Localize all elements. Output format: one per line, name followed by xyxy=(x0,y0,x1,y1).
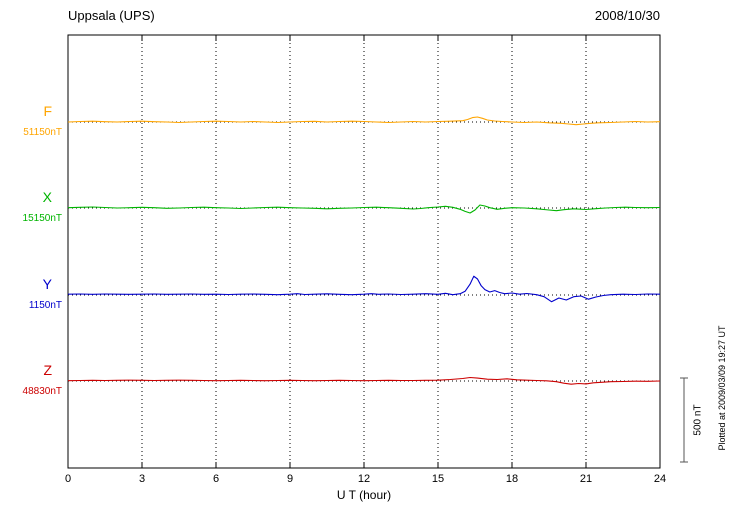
x-tick-label: 24 xyxy=(653,473,667,485)
x-tick-label: 9 xyxy=(286,473,294,485)
x-tick-label: 12 xyxy=(357,473,371,485)
x-tick-label: 15 xyxy=(431,473,445,485)
series-letter-X: X xyxy=(42,189,52,205)
trace-Z xyxy=(67,376,661,385)
series-baseline-value-F: 51150nT xyxy=(23,127,62,138)
date-label: 2008/10/30 xyxy=(594,8,660,23)
trace-F xyxy=(67,116,661,126)
x-tick-label: 6 xyxy=(212,473,220,485)
series-baseline-value-Z: 48830nT xyxy=(22,386,62,397)
scale-bar-label: 500 nT xyxy=(692,404,704,436)
series-letter-Z: Z xyxy=(43,362,52,378)
series-baseline-value-X: 15150nT xyxy=(22,213,62,224)
x-tick-label: 0 xyxy=(64,473,72,485)
trace-Y xyxy=(67,275,661,303)
series-baseline-value-Y: 1150nT xyxy=(28,300,62,311)
series-letter-Y: Y xyxy=(42,276,52,292)
plotted-at-note: Plotted at 2009/03/09 19:27 UT xyxy=(717,325,727,451)
x-tick-label: 3 xyxy=(138,473,146,485)
x-axis-label: U T (hour) xyxy=(336,488,392,502)
trace-X xyxy=(67,204,661,214)
station-title: Uppsala (UPS) xyxy=(68,8,155,23)
series-letter-F: F xyxy=(43,103,52,119)
x-tick-label: 21 xyxy=(579,473,593,485)
x-tick-label: 18 xyxy=(505,473,519,485)
